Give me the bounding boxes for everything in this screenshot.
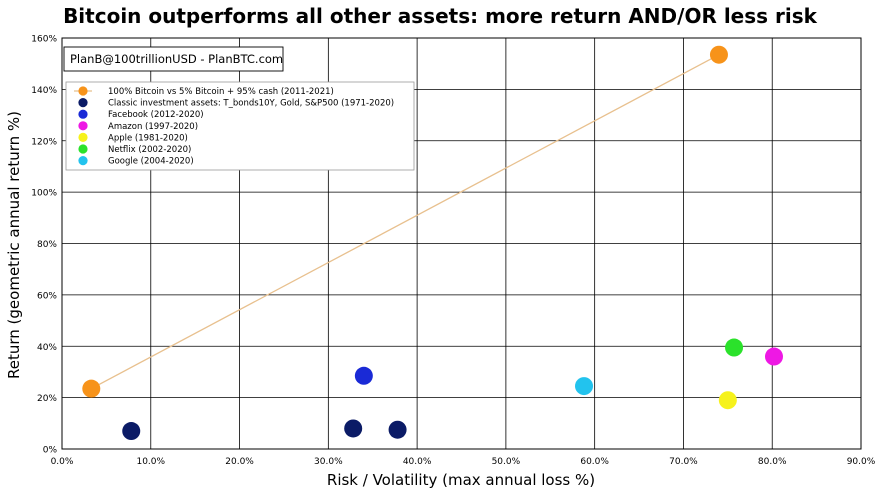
legend-entry: Classic investment assets: T_bonds10Y, G… bbox=[108, 99, 394, 109]
legend-entry: Netflix (2002-2020) bbox=[108, 145, 191, 155]
legend-entry: 100% Bitcoin vs 5% Bitcoin + 95% cash (2… bbox=[108, 87, 334, 97]
y-tick-label: 160% bbox=[31, 35, 57, 45]
series-line bbox=[90, 54, 720, 390]
y-axis-label: Return (geometric annual return %) bbox=[5, 111, 23, 379]
legend-marker bbox=[78, 132, 88, 142]
legend-marker bbox=[78, 86, 88, 96]
y-tick-label: 80% bbox=[37, 240, 57, 250]
series-layer bbox=[82, 45, 783, 441]
plot-frame bbox=[61, 37, 862, 450]
y-tick-label: 20% bbox=[37, 394, 57, 404]
x-tick-label: 60.0% bbox=[580, 457, 609, 467]
ticks-layer: 0.0% 10.0% 20.0% 30.0% 40.0% 50.0% 60.0% 70.0% 8… bbox=[31, 35, 875, 468]
x-tick-label: 90.0% bbox=[847, 457, 876, 467]
y-tick-label: 140% bbox=[31, 86, 57, 96]
data-point bbox=[725, 338, 744, 357]
data-point bbox=[344, 419, 363, 438]
x-tick-label: 80.0% bbox=[758, 457, 787, 467]
legend-marker bbox=[78, 109, 88, 119]
y-tick-label: 100% bbox=[31, 189, 57, 199]
x-tick-label: 0.0% bbox=[51, 457, 74, 467]
data-point bbox=[575, 377, 594, 396]
x-tick-label: 20.0% bbox=[225, 457, 254, 467]
data-point bbox=[354, 366, 373, 385]
credit-box: PlanB@100trillionUSD - PlanBTC.com bbox=[63, 46, 284, 72]
chart-title: Bitcoin outperforms all other assets: mo… bbox=[63, 4, 818, 28]
data-point bbox=[82, 379, 101, 398]
data-point bbox=[388, 420, 407, 439]
legend-entry: Google (2004-2020) bbox=[108, 157, 194, 167]
x-tick-label: 40.0% bbox=[403, 457, 432, 467]
x-tick-label: 10.0% bbox=[136, 457, 165, 467]
legend-entry: Facebook (2012-2020) bbox=[108, 110, 204, 120]
legend-marker bbox=[78, 144, 88, 154]
x-tick-label: 70.0% bbox=[669, 457, 698, 467]
x-tick-label: 30.0% bbox=[314, 457, 343, 467]
x-axis-label: Risk / Volatility (max annual loss %) bbox=[327, 471, 595, 489]
x-tick-label: 50.0% bbox=[492, 457, 521, 467]
y-tick-label: 60% bbox=[37, 291, 57, 301]
legend-marker bbox=[78, 121, 88, 131]
legend-marker bbox=[78, 156, 88, 166]
legend-entry: Amazon (1997-2020) bbox=[108, 122, 198, 132]
legend-marker bbox=[78, 98, 88, 108]
data-point bbox=[718, 391, 737, 410]
y-tick-label: 0% bbox=[43, 446, 58, 456]
legend-entry: Apple (1981-2020) bbox=[108, 133, 188, 143]
legend: 100% Bitcoin vs 5% Bitcoin + 95% cash (2… bbox=[65, 81, 415, 171]
credit-text: PlanB@100trillionUSD - PlanBTC.com bbox=[70, 52, 283, 66]
y-tick-label: 40% bbox=[37, 343, 57, 353]
data-point bbox=[122, 422, 141, 441]
y-tick-label: 120% bbox=[31, 137, 57, 147]
data-point bbox=[709, 45, 728, 64]
data-point bbox=[764, 347, 783, 366]
